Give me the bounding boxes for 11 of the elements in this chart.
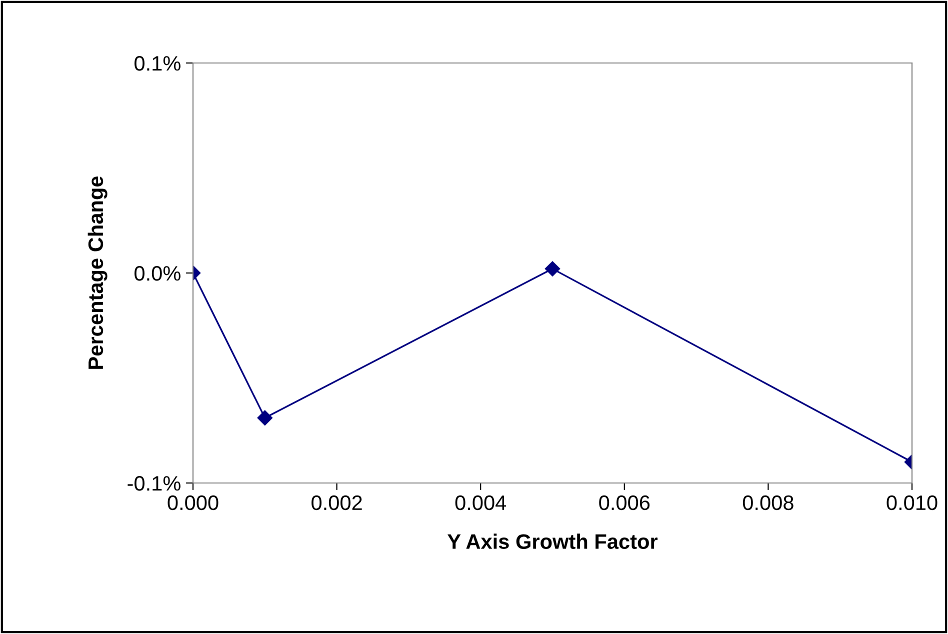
y-tick-label: -0.1% — [128, 476, 180, 491]
x-axis-title: Y Axis Growth Factor — [448, 534, 658, 549]
x-tick-label: 0.010 — [886, 495, 938, 510]
x-tick-label: 0.002 — [312, 495, 362, 510]
x-tick-label: 0.006 — [599, 495, 650, 510]
x-tick-label: 0.004 — [455, 495, 506, 510]
x-tick-label: 0.008 — [742, 495, 794, 510]
y-axis-title: Percentage Change — [88, 176, 108, 369]
y-tick-label: 0.0% — [134, 266, 180, 281]
x-tick-label: 0.000 — [168, 495, 218, 510]
y-tick-label: 0.1% — [134, 56, 180, 71]
